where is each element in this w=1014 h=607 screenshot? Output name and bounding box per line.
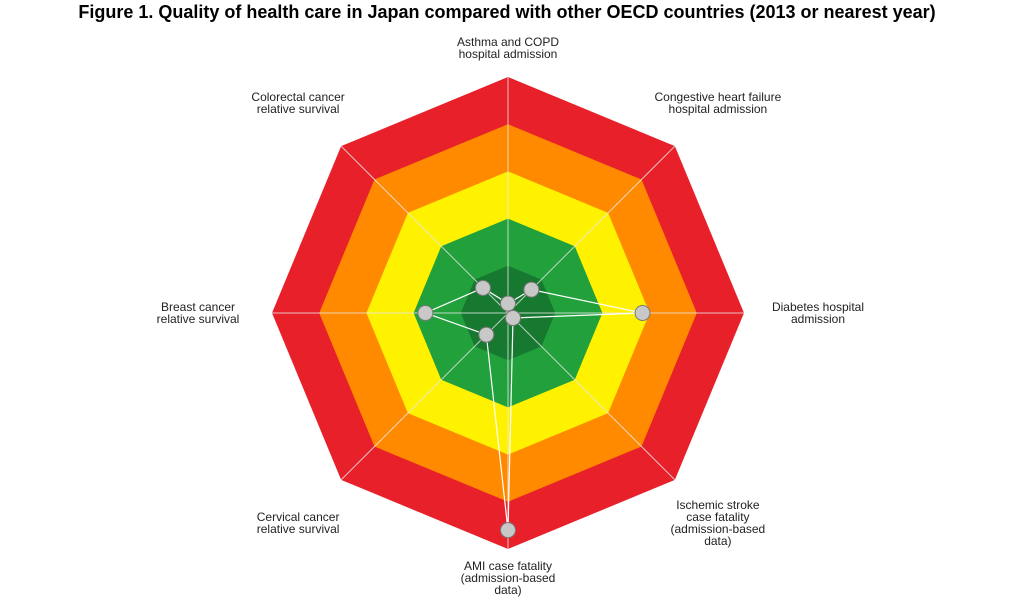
data-point xyxy=(417,305,434,321)
axis-label: Cervical cancer relative survival xyxy=(256,509,340,536)
data-point xyxy=(505,310,522,327)
data-point xyxy=(523,281,540,298)
axis-line xyxy=(507,312,676,481)
data-point xyxy=(634,305,651,321)
data-point xyxy=(500,522,516,539)
data-point xyxy=(500,295,516,312)
axis-label: Breast cancer relative survival xyxy=(156,300,240,326)
chart-title: Figure 1. Quality of health care in Japa… xyxy=(78,2,936,22)
axis-line xyxy=(340,312,509,481)
data-point xyxy=(478,326,495,343)
axis-label: AMI case fatality (admission-based data) xyxy=(460,559,556,597)
axis-label: Diabetes hospital admission xyxy=(771,300,865,326)
axis-label: Ischemic stroke case fatality (admission… xyxy=(670,497,766,548)
axis-label: Congestive heart failure hospital admiss… xyxy=(654,90,782,117)
axis-label: Colorectal cancer relative survival xyxy=(251,90,345,117)
axis-label: Asthma and COPD hospital admission xyxy=(456,35,560,61)
data-point xyxy=(474,279,491,296)
